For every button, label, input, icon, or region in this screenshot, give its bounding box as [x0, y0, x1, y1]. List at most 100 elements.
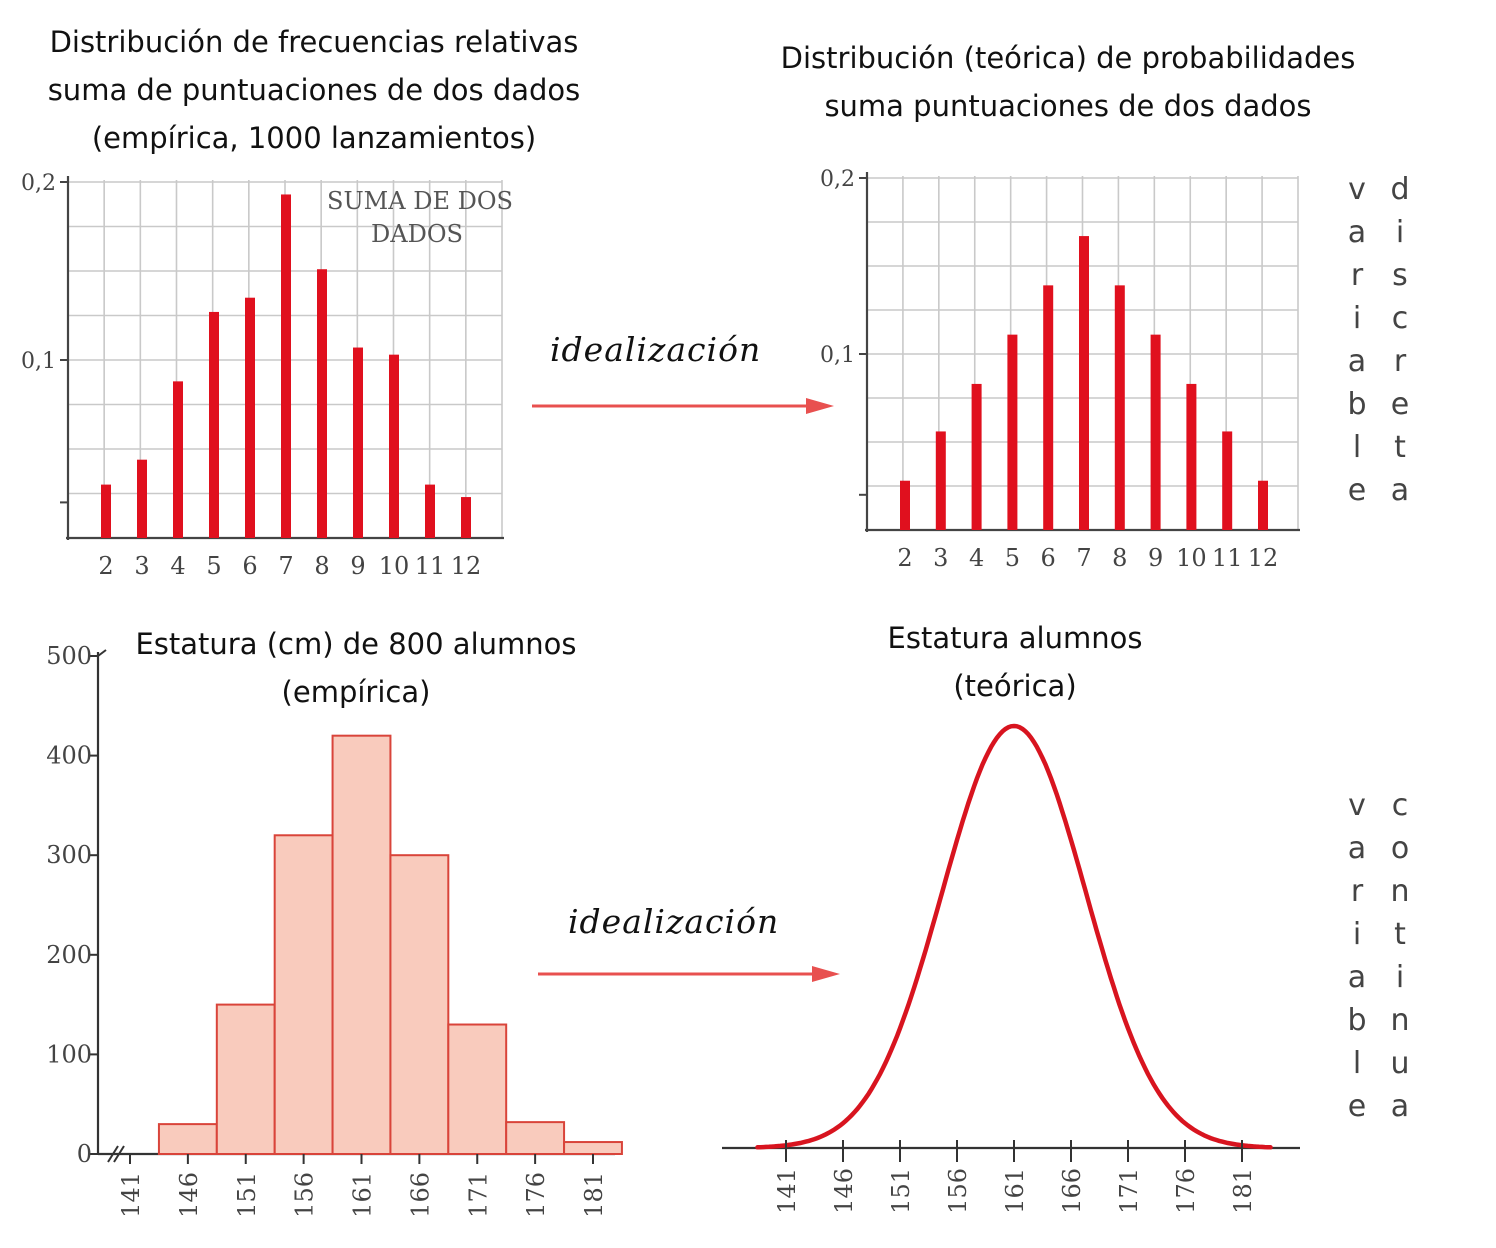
title-line: (empírica)	[281, 675, 431, 709]
title-line: Distribución (teórica) de probabilidades	[780, 41, 1356, 75]
variable-letter: v	[1348, 788, 1366, 823]
normal-curve	[755, 723, 1273, 1150]
title-line: Estatura alumnos	[887, 621, 1143, 655]
discreta-letter: i	[1395, 215, 1405, 250]
y-tick-label: 400	[46, 742, 92, 770]
variable-letter: l	[1352, 430, 1362, 465]
bar	[971, 383, 982, 530]
x-tick-label: 151	[887, 1168, 915, 1214]
chart-height-normal: 141 146 151 156 161 166 171 176 181	[722, 723, 1300, 1214]
discreta-letter: s	[1392, 258, 1408, 293]
continua-letter: a	[1390, 1089, 1410, 1124]
continua-letter: t	[1394, 917, 1406, 952]
histogram-bar	[389, 854, 450, 1155]
continua-letter: o	[1390, 831, 1410, 866]
y-tick-label: 0,1	[21, 349, 56, 374]
discreta-letter: c	[1391, 301, 1409, 336]
y-tick-label: 0	[77, 1140, 92, 1168]
x-tick-label: 171	[1115, 1168, 1143, 1214]
bar	[137, 459, 147, 538]
histogram-bar	[273, 834, 334, 1155]
bar	[281, 194, 291, 538]
bar	[1043, 285, 1054, 530]
x-tick-label: 181	[1229, 1168, 1257, 1214]
x-tick-label: 6	[1041, 544, 1056, 572]
x-tick-label: 4	[170, 552, 185, 580]
variable-letter: i	[1352, 917, 1362, 952]
x-tick-label: 146	[830, 1168, 858, 1214]
variable-letter: r	[1350, 258, 1364, 293]
bar	[245, 297, 255, 538]
arrow-bottom	[538, 966, 840, 982]
variable-letter: l	[1352, 1046, 1362, 1081]
variable-letter: e	[1347, 1089, 1367, 1124]
bar	[1186, 383, 1197, 530]
discreta-letter: r	[1393, 344, 1407, 379]
variable-letter: v	[1348, 172, 1366, 207]
x-tick-label: 141	[773, 1168, 801, 1214]
variable-letter: b	[1347, 387, 1367, 422]
continua-letter: c	[1391, 788, 1409, 823]
bar	[1007, 334, 1018, 530]
x-tick-label: 3	[134, 552, 149, 580]
continua-letter: i	[1395, 960, 1405, 995]
bar	[900, 480, 910, 530]
x-tick-label: 166	[406, 1172, 434, 1218]
y-tick-label: 0,2	[820, 167, 855, 192]
x-tick-label: 6	[242, 552, 257, 580]
bar	[425, 484, 435, 538]
variable-letter: i	[1352, 301, 1362, 336]
discreta-letter: a	[1390, 473, 1410, 508]
histogram-bar	[505, 1121, 566, 1155]
y-tick-label: 200	[46, 941, 92, 969]
discreta-letter: e	[1390, 387, 1410, 422]
y-axis-cap	[97, 649, 107, 657]
x-tick-label: 181	[580, 1172, 608, 1218]
title-height-empirical: Estatura (cm) de 800 alumnos (empírica)	[100, 620, 612, 716]
x-tick-label: 8	[314, 552, 329, 580]
y-tick-label: 500	[46, 642, 92, 670]
discreta-letter: d	[1390, 172, 1410, 207]
x-tick-label: 171	[464, 1172, 492, 1218]
title-dice-theoretical: Distribución (teórica) de probabilidades…	[730, 34, 1406, 130]
histogram-bar	[157, 1123, 218, 1155]
variable-letter: a	[1347, 960, 1367, 995]
x-tick-label: 10	[1176, 544, 1207, 572]
idealizacion-label-top: idealización	[550, 330, 762, 369]
bar	[353, 347, 363, 538]
histogram-bar	[563, 1141, 623, 1155]
variable-letter: a	[1347, 215, 1367, 250]
variable-letter: r	[1350, 874, 1364, 909]
bar	[101, 484, 111, 538]
x-tick-label: 11	[1212, 544, 1243, 572]
x-tick-label: 156	[944, 1168, 972, 1214]
x-tick-label: 10	[379, 552, 410, 580]
histogram-bar	[447, 1023, 508, 1155]
title-line: Estatura (cm) de 800 alumnos	[135, 627, 577, 661]
x-tick-label: 146	[175, 1172, 203, 1218]
x-tick-label: 176	[1172, 1168, 1200, 1214]
idealizacion-label-bottom: idealización	[568, 902, 780, 941]
bar	[1114, 285, 1125, 530]
title-line: suma de puntuaciones de dos dados	[47, 73, 581, 107]
title-line: suma puntuaciones de dos dados	[824, 89, 1312, 123]
variable-letter: a	[1347, 831, 1367, 866]
chart-dice-theoretical: 0,1 0,2 2 3 4 5 6 7 8 9 10 11 12	[820, 167, 1300, 572]
continua-letter: n	[1390, 1003, 1410, 1038]
x-tick-label: 176	[522, 1172, 550, 1218]
y-tick-label: 0,2	[21, 171, 56, 196]
continua-letter: u	[1390, 1046, 1410, 1081]
continua-letter: n	[1390, 874, 1410, 909]
x-tick-label: 156	[291, 1172, 319, 1218]
x-tick-label: 5	[206, 552, 221, 580]
x-tick-label: 3	[933, 544, 948, 572]
x-tick-label: 4	[969, 544, 984, 572]
x-tick-label: 2	[98, 552, 113, 580]
y-tick-label: 0,1	[820, 343, 855, 368]
x-tick-label: 5	[1005, 544, 1020, 572]
bar	[1150, 334, 1161, 530]
inset-label: SUMA DE DOS	[327, 187, 513, 215]
x-tick-label: 11	[415, 552, 446, 580]
variable-letter: a	[1347, 344, 1367, 379]
